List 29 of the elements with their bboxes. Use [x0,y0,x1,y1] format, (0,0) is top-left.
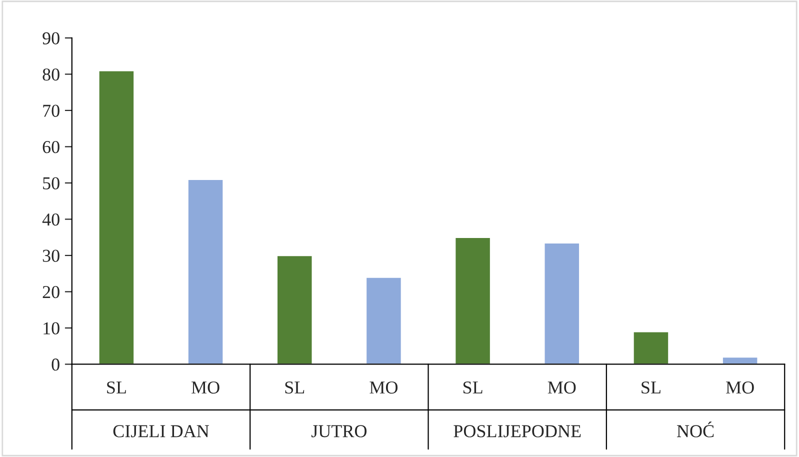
bar [543,242,580,364]
text: CIJELI DAN [113,425,209,438]
bar [98,70,135,364]
x-tick-label: MO [548,381,576,394]
y-tick-label: 90 [42,32,60,44]
y-tick-label: 20 [42,286,60,298]
y-tick-label: 30 [42,250,60,262]
text: JUTRO [311,425,367,438]
bar [187,178,224,364]
bar [276,254,314,364]
x-tick-label: MO [192,381,220,394]
x-tick-label: MO [726,381,754,394]
x-tick-label: SL [107,381,126,394]
text: NOĆ [676,422,714,438]
bar [632,330,670,364]
y-tick-label: 0 [52,358,60,371]
x-tick-label: SL [463,381,482,394]
text: POSLIJEPODNE [454,425,581,438]
x-tick-label: MO [370,381,398,394]
y-tick-label: 10 [44,322,60,334]
y-tick-label: 60 [42,140,60,154]
x-tick-label: SL [285,381,304,394]
y-tick-label: 80 [42,68,60,81]
y-tick-label: 50 [43,177,60,190]
y-tick-label: 40 [42,213,60,226]
y-tick-label: 70 [43,104,60,117]
bar [365,276,402,364]
x-tick-label: SL [642,381,660,394]
bar [454,236,492,364]
